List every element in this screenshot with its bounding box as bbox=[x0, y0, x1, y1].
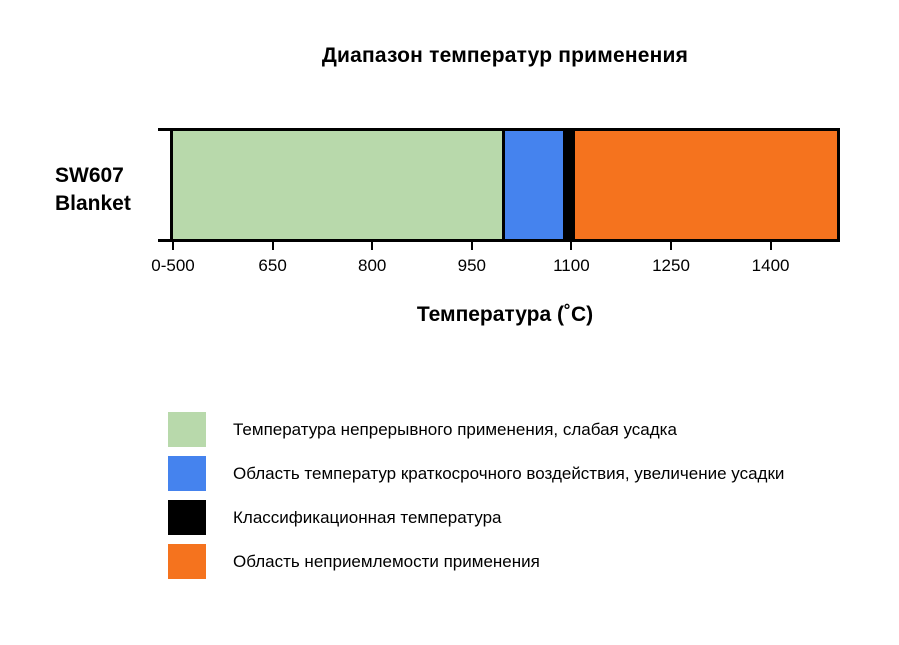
legend-swatch-3 bbox=[168, 544, 206, 579]
legend-item-0: Температура непрерывного применения, сла… bbox=[168, 412, 868, 447]
legend-item-2: Классификационная температура bbox=[168, 500, 868, 535]
x-axis-tick-950 bbox=[470, 242, 473, 250]
x-axis-tick-label-1400: 1400 bbox=[751, 256, 790, 275]
bar-segment-short-term-exposure-range bbox=[505, 131, 564, 239]
legend-label-3: Область неприемлемости применения bbox=[233, 551, 540, 571]
bar-segment-unacceptable-range bbox=[575, 131, 837, 239]
x-axis-tick-1250 bbox=[670, 242, 672, 250]
legend-swatch-2 bbox=[168, 500, 206, 535]
x-axis-tick-label-0-500: 0-500 bbox=[151, 256, 195, 275]
axis-frame-topleft-cap bbox=[158, 128, 170, 131]
legend-item-1: Область температур краткосрочного воздей… bbox=[168, 456, 868, 491]
x-axis-tick-label-1100: 1100 bbox=[553, 256, 590, 275]
x-axis-title: Температура (˚C) bbox=[416, 303, 594, 326]
x-axis-tick-1100 bbox=[570, 242, 573, 250]
legend-label-2: Классификационная температура bbox=[233, 507, 502, 527]
x-axis-tick-label-800: 800 bbox=[358, 256, 387, 275]
legend-label-1: Область температур краткосрочного воздей… bbox=[233, 463, 785, 483]
legend-swatch-1 bbox=[168, 456, 206, 491]
bar-row-label: SW607 Blanket bbox=[55, 162, 131, 218]
x-axis-tick-0-500 bbox=[172, 242, 174, 250]
temperature-range-bar bbox=[170, 128, 840, 242]
legend-item-3: Область неприемлемости применения bbox=[168, 544, 868, 579]
bar-segment-continuous-use-range bbox=[173, 131, 505, 239]
x-axis-tick-labels: 0-500 650 800 950 1100 1250 1400 bbox=[151, 256, 837, 278]
legend-label-0: Температура непрерывного применения, сла… bbox=[233, 419, 677, 439]
legend: Температура непрерывного применения, сла… bbox=[168, 412, 868, 588]
legend-swatch-0 bbox=[168, 412, 206, 447]
x-axis-tick-800 bbox=[371, 242, 374, 250]
x-axis-tick-650 bbox=[271, 242, 274, 250]
chart-title: Диапазон температур применения bbox=[321, 44, 689, 67]
x-axis-tick-1400 bbox=[769, 242, 772, 250]
bar-row-label-line2: Blanket bbox=[55, 192, 131, 215]
axis-frame-bottomleft-cap bbox=[158, 239, 170, 242]
bar-segment-classification-temperature-band bbox=[563, 131, 576, 239]
bar-row-label-line1: SW607 bbox=[55, 164, 124, 187]
x-axis-tick-label-950: 950 bbox=[457, 256, 486, 275]
x-axis-ticks bbox=[172, 242, 837, 250]
x-axis-tick-label-1250: 1250 bbox=[652, 256, 690, 275]
x-axis-tick-label-650: 650 bbox=[258, 256, 287, 275]
